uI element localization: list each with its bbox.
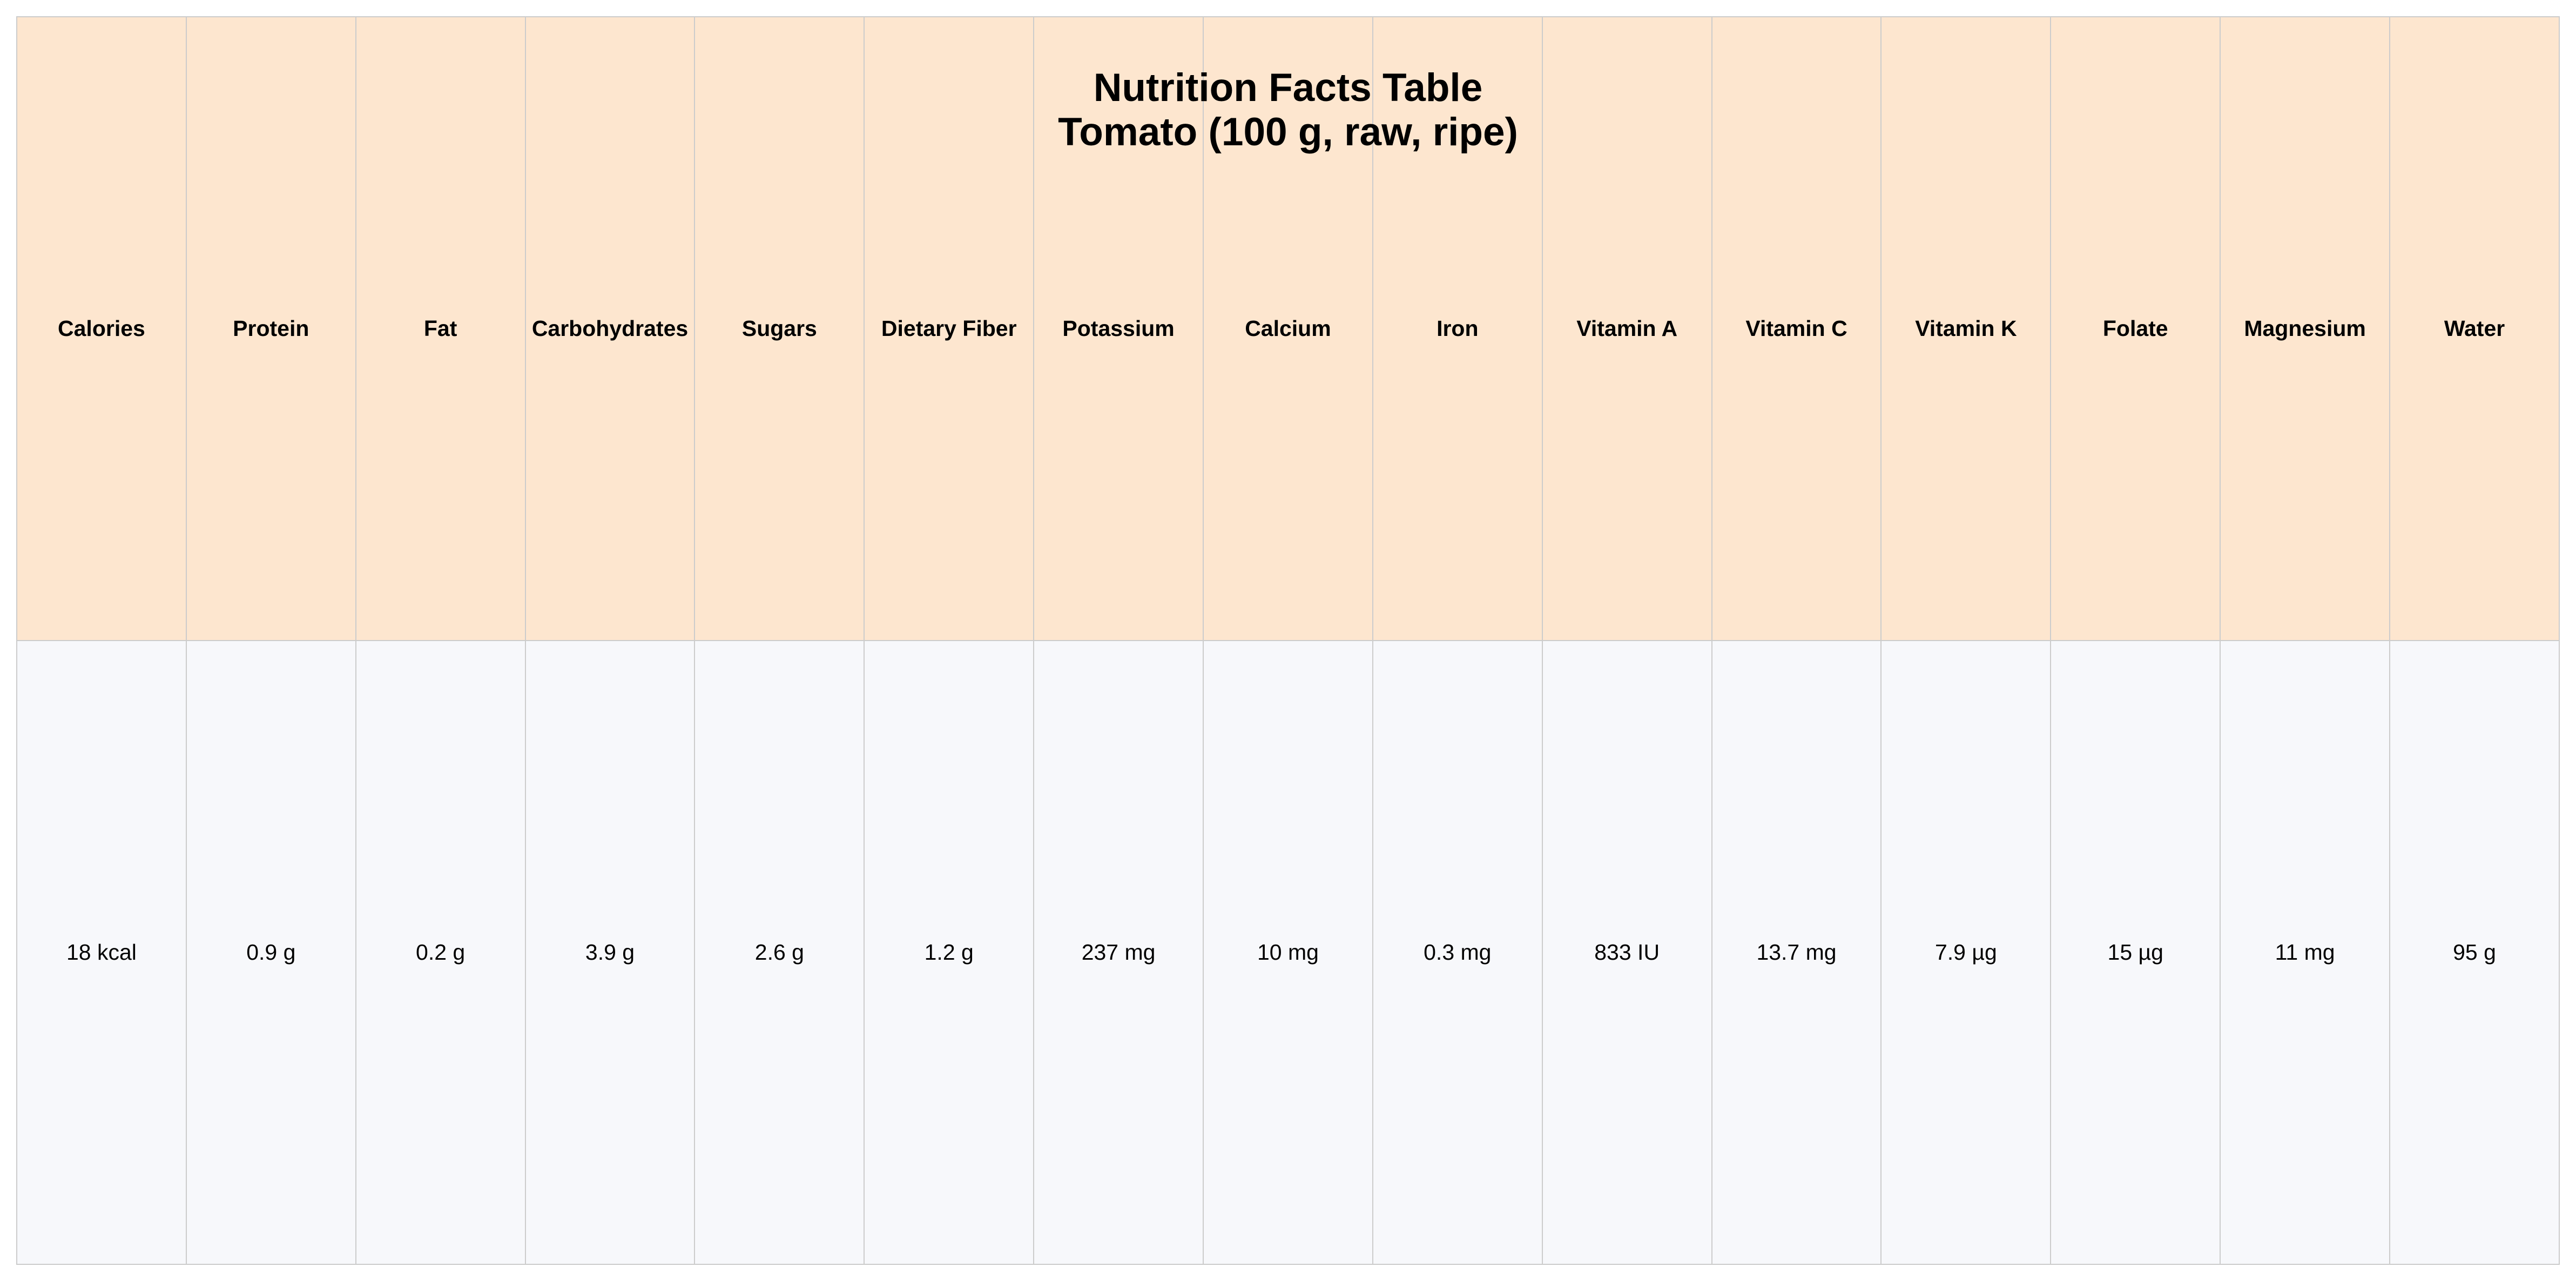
table-cell: 0.2 g	[355, 640, 526, 1265]
table-cell: 18 kcal	[16, 640, 187, 1265]
nutrition-table-container: Calories Protein Fat Carbohydrates Sugars Die…	[16, 16, 2560, 1265]
column-header: Dietary Fiber	[864, 16, 1035, 641]
column-header: Vitamin A	[1541, 16, 1712, 641]
table-cell: 95 g	[2389, 640, 2560, 1265]
table-body: 18 kcal 0.9 g 0.2 g 3.9 g 2.6 g 1.2 g 237 mg 10…	[16, 640, 2560, 1265]
table-cell: 10 mg	[1203, 640, 1373, 1265]
column-header: Fat	[355, 16, 526, 641]
column-header: Water	[2389, 16, 2560, 641]
table-cell: 2.6 g	[694, 640, 865, 1265]
column-header: Calcium	[1203, 16, 1373, 641]
column-header: Carbohydrates	[524, 16, 696, 641]
table-cell: 13.7 mg	[1711, 640, 1882, 1265]
column-header: Sugars	[694, 16, 865, 641]
table-cell: 833 IU	[1541, 640, 1712, 1265]
table-cell: 237 mg	[1033, 640, 1204, 1265]
column-header: Vitamin K	[1880, 16, 2052, 641]
nutrition-facts-table: Calories Protein Fat Carbohydrates Sugars Die…	[16, 16, 2560, 1265]
table-cell: 7.9 µg	[1880, 640, 2052, 1265]
table-cell: 1.2 g	[864, 640, 1035, 1265]
header-row: Calories Protein Fat Carbohydrates Sugars Die…	[16, 16, 2560, 641]
table-cell: 11 mg	[2220, 640, 2391, 1265]
table-cell: 0.3 mg	[1372, 640, 1543, 1265]
table-row: 18 kcal 0.9 g 0.2 g 3.9 g 2.6 g 1.2 g 237 mg 10…	[16, 640, 2560, 1265]
column-header: Potassium	[1033, 16, 1204, 641]
column-header: Vitamin C	[1711, 16, 1882, 641]
column-header: Protein	[185, 16, 356, 641]
table-cell: 3.9 g	[524, 640, 696, 1265]
column-header: Folate	[2050, 16, 2221, 641]
column-header: Iron	[1372, 16, 1543, 641]
column-header: Calories	[16, 16, 187, 641]
table-cell: 15 µg	[2050, 640, 2221, 1265]
column-header: Magnesium	[2220, 16, 2391, 641]
table-cell: 0.9 g	[185, 640, 356, 1265]
